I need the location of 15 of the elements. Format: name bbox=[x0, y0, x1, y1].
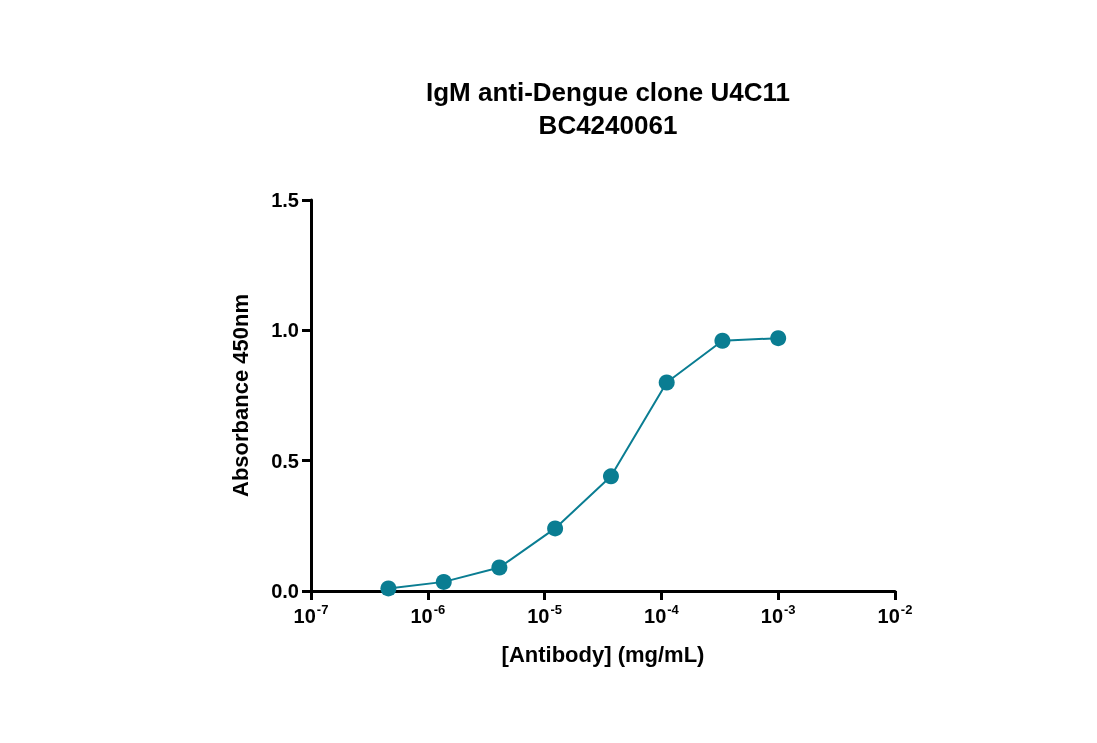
x-axis-title: [Antibody] (mg/mL) bbox=[501, 641, 705, 667]
point bbox=[435, 573, 452, 590]
point bbox=[658, 374, 675, 391]
chart-title: IgM anti-Dengue clone U4C11 BC4240061 bbox=[425, 76, 791, 140]
y-axis-title: Absorbance 450nm bbox=[227, 294, 253, 497]
y-tick-label: 0.0 bbox=[271, 580, 299, 602]
point bbox=[770, 330, 787, 347]
point bbox=[714, 332, 731, 349]
point bbox=[547, 520, 564, 537]
y-tick-label: 1.5 bbox=[271, 189, 299, 211]
point bbox=[602, 468, 619, 485]
y-tick-label: 0.5 bbox=[271, 449, 299, 472]
point bbox=[380, 580, 397, 597]
y-tick-label: 1.0 bbox=[271, 319, 299, 342]
point bbox=[491, 559, 508, 576]
